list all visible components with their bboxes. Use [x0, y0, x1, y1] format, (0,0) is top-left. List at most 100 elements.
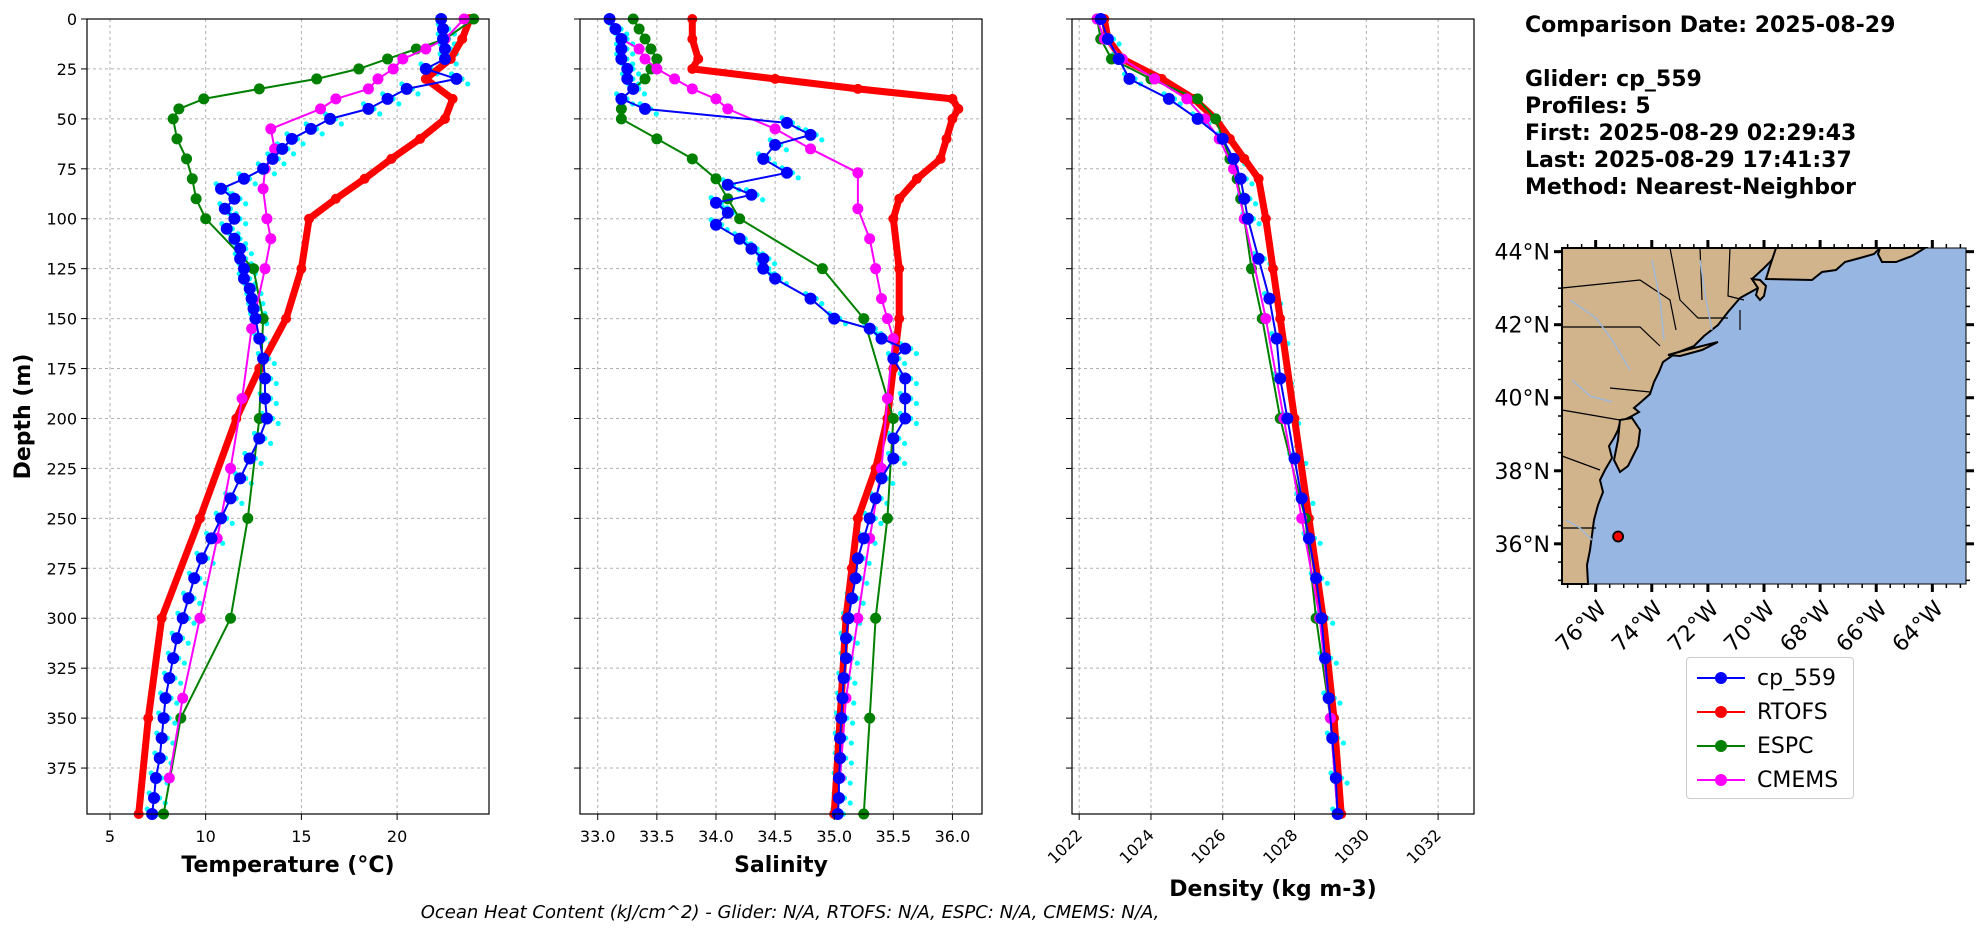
data-point-espc [651, 53, 663, 65]
raw-sample-point [243, 201, 249, 207]
data-point-espc [639, 73, 651, 85]
data-point-cp_559 [842, 612, 855, 625]
raw-sample-point [185, 640, 191, 646]
data-point-cp_559 [1310, 572, 1323, 585]
data-point-rtofs [304, 213, 315, 224]
map-lon-label: 70°W [1720, 596, 1781, 657]
data-point-cp_559 [195, 552, 208, 565]
raw-sample-point [267, 440, 274, 447]
data-point-cp_559 [205, 532, 218, 545]
data-point-rtofs [439, 113, 450, 124]
map-lat-label: 44°N [1495, 241, 1550, 266]
legend-swatch [1697, 774, 1745, 786]
data-point-rtofs [194, 513, 205, 524]
x-tick-label: 1024 [1116, 825, 1158, 867]
data-point-cp_559 [266, 152, 279, 165]
data-point-cp_559 [224, 492, 237, 505]
raw-sample-point [848, 760, 854, 766]
data-point-cp_559 [215, 182, 227, 195]
data-point-rtofs [359, 173, 370, 184]
raw-sample-point [229, 520, 235, 526]
data-point-espc [639, 33, 651, 45]
legend-item-cmems: CMEMS [1695, 764, 1838, 796]
data-point-cp_559 [899, 372, 912, 385]
data-point-cp_559 [1216, 132, 1229, 145]
raw-sample-point [248, 251, 254, 257]
data-point-rtofs [687, 33, 698, 44]
x-tick-label: 35.0 [816, 827, 852, 846]
data-point-cp_559 [899, 392, 912, 405]
raw-sample-point [1330, 620, 1336, 626]
data-point-cp_559 [1227, 152, 1240, 165]
data-point-cp_559 [769, 272, 782, 285]
data-point-rtofs [693, 53, 704, 64]
series-line-espc [162, 18, 475, 815]
y-tick-label: 150 [46, 310, 77, 329]
raw-sample-point [174, 700, 180, 706]
data-point-cmems [246, 323, 258, 335]
data-point-rtofs [1275, 313, 1286, 324]
y-tick-label: 325 [46, 659, 77, 678]
data-point-cp_559 [615, 32, 628, 45]
legend-item-espc: ESPC [1695, 730, 1814, 762]
data-point-cp_559 [276, 142, 289, 155]
axes-frame [1071, 18, 1475, 815]
data-point-cp_559 [1263, 292, 1276, 305]
data-point-cp_559 [149, 772, 162, 785]
data-point-rtofs [947, 113, 958, 124]
y-tick-label: 50 [57, 110, 77, 129]
data-point-cp_559 [757, 262, 770, 275]
data-point-cp_559 [247, 302, 260, 315]
data-point-cp_559 [1252, 252, 1265, 265]
data-point-cp_559 [1295, 492, 1308, 505]
legend-item-cp_559: cp_559 [1695, 662, 1836, 694]
raw-sample-point [290, 151, 297, 157]
x-tick-label: 1028 [1259, 825, 1301, 867]
raw-sample-point [864, 580, 870, 586]
data-point-cp_559 [1238, 192, 1251, 205]
y-tick-label: 200 [46, 409, 77, 428]
data-point-espc [190, 193, 202, 205]
data-point-cp_559 [615, 52, 628, 65]
data-point-cp_559 [804, 128, 817, 141]
raw-sample-point [653, 111, 659, 117]
series-line-cp_559 [151, 18, 458, 815]
data-point-cp_559 [220, 222, 233, 235]
data-point-rtofs [1253, 173, 1264, 184]
data-point-cmems [805, 143, 817, 155]
data-point-cp_559 [857, 532, 870, 545]
data-point-rtofs [415, 133, 426, 144]
raw-sample-point [1337, 700, 1343, 706]
data-point-espc [167, 113, 179, 125]
raw-sample-point [1344, 780, 1350, 786]
data-point-cp_559 [381, 92, 394, 105]
raw-sample-point [866, 560, 872, 566]
legend-label: ESPC [1757, 733, 1814, 759]
data-point-cp_559 [257, 162, 270, 175]
y-tick-label: 300 [46, 609, 77, 628]
raw-sample-point [819, 301, 825, 307]
data-point-cmems [397, 53, 409, 65]
data-point-cmems [177, 692, 189, 704]
data-point-cp_559 [1123, 72, 1136, 85]
data-point-rtofs [420, 73, 431, 84]
raw-sample-point [630, 51, 636, 57]
data-point-espc [734, 213, 746, 225]
y-tick-label: 0 [67, 10, 77, 29]
data-point-cp_559 [437, 32, 450, 45]
raw-sample-point [273, 380, 279, 387]
x-tick-label: 1022 [1044, 825, 1086, 867]
data-point-cp_559 [1162, 92, 1175, 105]
y-tick-label: 100 [46, 210, 77, 229]
raw-sample-point [641, 91, 648, 97]
raw-sample-point [1340, 740, 1347, 746]
raw-sample-point [901, 460, 908, 467]
data-point-cp_559 [899, 342, 912, 355]
data-point-cp_559 [832, 792, 845, 805]
data-point-cp_559 [243, 282, 256, 295]
data-point-cmems [852, 203, 864, 215]
data-point-espc [870, 612, 882, 624]
data-point-espc [645, 43, 657, 55]
legend-swatch [1697, 706, 1745, 718]
data-point-cp_559 [849, 572, 862, 585]
